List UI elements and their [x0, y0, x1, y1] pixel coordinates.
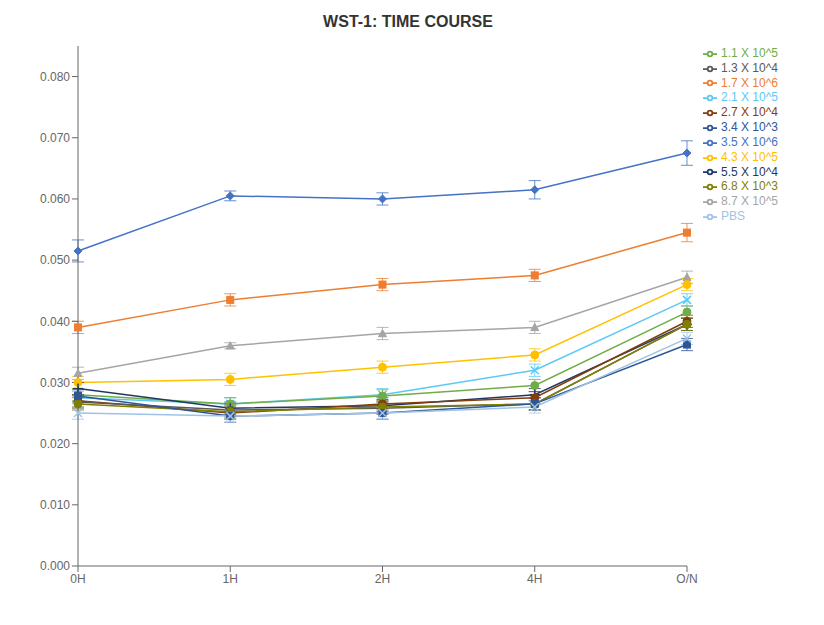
html-text:4.3 X 10^5: 4.3 X 10^5: [721, 149, 778, 164]
html-text:2.1 X 10^5: 2.1 X 10^5: [721, 90, 778, 105]
svg-text:2H: 2H: [375, 572, 390, 586]
svg-text:4H: 4H: [527, 572, 542, 586]
html-text:1.7 X 10^6: 1.7 X 10^6: [721, 75, 778, 90]
svg-text:0.050: 0.050: [40, 253, 70, 267]
svg-text:0.080: 0.080: [40, 70, 70, 84]
html-text:3.5 X 10^6: 3.5 X 10^6: [721, 135, 778, 149]
html-text:2.7 X 10^4: 2.7 X 10^4: [721, 105, 778, 120]
svg-text:0.040: 0.040: [40, 315, 70, 329]
html-text:PBS: PBS: [721, 209, 745, 224]
svg-text:1H: 1H: [223, 572, 238, 586]
html-text:1.1 X 10^5: 1.1 X 10^5: [721, 46, 778, 60]
svg-text:0.070: 0.070: [40, 131, 70, 145]
svg-text:0.060: 0.060: [40, 192, 70, 206]
svg-text:0.010: 0.010: [40, 498, 70, 512]
html-text:8.7 X 10^5: 8.7 X 10^5: [721, 194, 778, 209]
svg-text:0.020: 0.020: [40, 437, 70, 451]
html-text:5.5 X 10^4: 5.5 X 10^4: [721, 164, 778, 179]
html-text:WST-1: TIME COURSE: WST-1: TIME COURSE: [323, 13, 493, 30]
html-text:1.3 X 10^4: 1.3 X 10^4: [721, 60, 778, 75]
svg-text:O/N: O/N: [676, 572, 697, 586]
html-text:6.8 X 10^3: 6.8 X 10^3: [721, 179, 778, 194]
svg-text:0.000: 0.000: [40, 559, 70, 573]
html-text:3.4 X 10^3: 3.4 X 10^3: [721, 120, 778, 135]
svg-text:0.030: 0.030: [40, 376, 70, 390]
svg-text:0H: 0H: [70, 572, 85, 586]
